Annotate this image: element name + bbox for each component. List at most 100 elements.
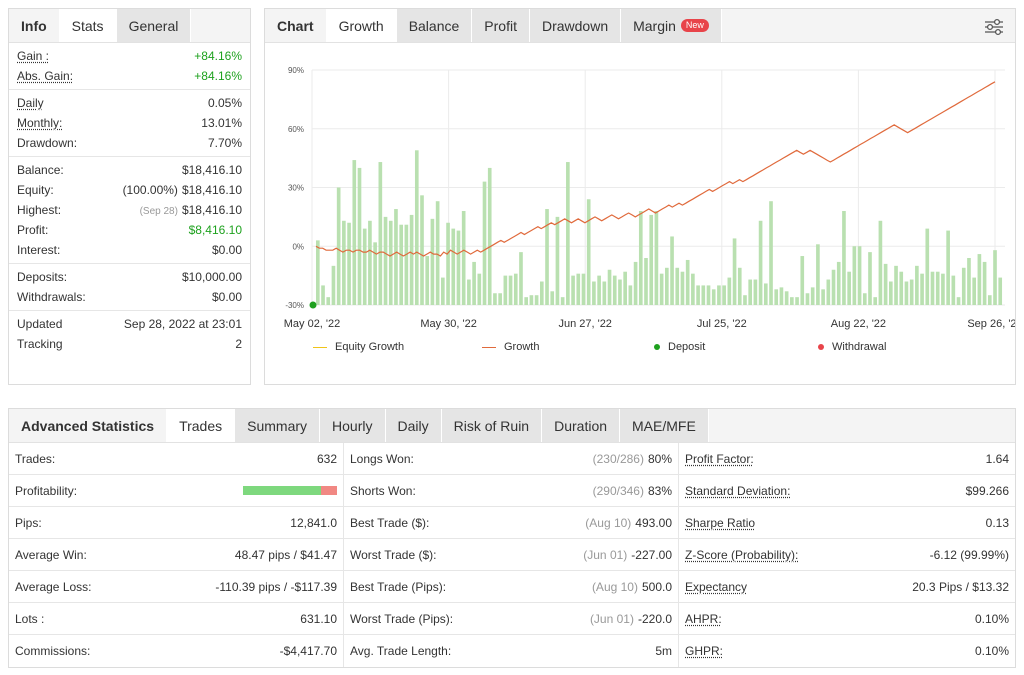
info-value-text: 7.70%	[207, 136, 242, 150]
info-row: Balance: $18,416.10	[9, 160, 250, 180]
stat-row: Profitability:	[9, 475, 343, 507]
stat-label: Average Win:	[15, 547, 87, 562]
growth-bar	[951, 275, 956, 305]
legend-deposit[interactable]: Deposit	[654, 341, 705, 353]
growth-bar	[967, 258, 971, 305]
stat-label[interactable]: Sharpe Ratio	[685, 515, 756, 530]
stat-value-text: 5m	[655, 644, 672, 658]
growth-bar	[534, 295, 539, 305]
stat-value-text: 0.10%	[974, 644, 1009, 658]
growth-bar	[508, 275, 513, 305]
legend-growth[interactable]: Growth	[482, 341, 539, 353]
growth-bar	[930, 271, 935, 305]
tab-balance[interactable]: Balance	[396, 9, 473, 42]
info-panel: Info Stats General Gain : +84.16% Abs. Gai…	[8, 8, 251, 385]
tab-trades[interactable]: Trades	[167, 409, 236, 442]
y-tick-label: 0%	[292, 242, 304, 251]
stat-label[interactable]: Z-Score (Probability):	[685, 547, 799, 562]
growth-bar	[425, 256, 430, 305]
tab-hourly[interactable]: Hourly	[320, 409, 386, 442]
growth-bar	[581, 273, 586, 305]
stat-row: Standard Deviation: $99.266	[679, 475, 1015, 507]
stat-value-text: 0.13	[985, 515, 1009, 530]
tab-stats[interactable]: Stats	[59, 9, 117, 42]
info-group: Updated Sep 28, 2022 at 23:01 Tracking 2	[9, 311, 250, 357]
growth-bar	[691, 273, 695, 305]
stat-value-text: 632	[316, 451, 337, 466]
tab-general[interactable]: General	[116, 9, 192, 42]
tab-margin[interactable]: Margin New	[621, 9, 722, 42]
tab-mae-mfe[interactable]: MAE/MFE	[620, 409, 709, 442]
stat-label[interactable]: AHPR:	[685, 611, 722, 626]
growth-bar	[816, 244, 820, 305]
sliders-icon[interactable]	[983, 17, 1005, 37]
tab-drawdown[interactable]: Drawdown	[529, 9, 622, 42]
info-label[interactable]: Gain :	[17, 49, 50, 63]
info-label[interactable]: Monthly:	[17, 116, 63, 130]
info-value-text: $18,416.10	[181, 183, 242, 197]
growth-bar	[602, 281, 607, 305]
legend-label: Equity Growth	[335, 341, 405, 353]
stat-value	[243, 484, 337, 498]
y-tick-label: 90%	[288, 66, 304, 75]
growth-bar	[451, 228, 456, 305]
growth-bar	[368, 220, 372, 305]
chart-tabs: Chart Growth Balance Profit Drawdown Mar…	[265, 9, 1015, 43]
growth-bar	[560, 297, 565, 305]
growth-bar	[555, 216, 560, 305]
stat-value: 1.64	[986, 452, 1009, 466]
growth-bar	[357, 167, 362, 305]
info-row: Tracking 2	[9, 334, 250, 354]
stat-value-prefix: (Aug 10)	[585, 515, 632, 530]
info-value: 0.05%	[208, 96, 242, 110]
tab-chart[interactable]: Chart	[265, 9, 327, 42]
growth-bar	[915, 265, 919, 305]
tab-profit[interactable]: Profit	[472, 9, 530, 42]
stat-value-text: 631.10	[300, 611, 337, 626]
stat-label[interactable]: Standard Deviation:	[685, 483, 791, 498]
growth-bar	[810, 287, 815, 305]
growth-bar	[737, 267, 742, 305]
tab-duration[interactable]: Duration	[542, 409, 621, 442]
growth-bar	[524, 297, 529, 305]
stat-row: Trades: 632	[9, 443, 343, 475]
growth-bar	[956, 297, 961, 305]
legend-withdrawal[interactable]: Withdrawal	[818, 341, 886, 353]
growth-bar	[493, 293, 497, 305]
deposit-dot	[654, 344, 660, 350]
stat-label: Longs Won:	[350, 451, 414, 466]
growth-bar	[732, 238, 737, 305]
stat-label[interactable]: Profit Factor:	[685, 451, 754, 466]
tab-daily[interactable]: Daily	[385, 409, 442, 442]
info-value-text: $0.00	[211, 243, 242, 257]
info-value-text: $10,000.00	[181, 270, 242, 284]
tab-risk-of-ruin[interactable]: Risk of Ruin	[441, 409, 543, 442]
legend-equity-growth[interactable]: Equity Growth	[313, 341, 404, 353]
tab-summary[interactable]: Summary	[235, 409, 321, 442]
tab-growth[interactable]: Growth	[326, 9, 397, 42]
tab-info[interactable]: Info	[9, 9, 60, 42]
growth-bar	[461, 211, 466, 305]
tab-advanced-statistics[interactable]: Advanced Statistics	[9, 409, 168, 442]
info-value-text: $18,416.10	[181, 203, 242, 217]
info-label[interactable]: Daily	[17, 96, 44, 110]
stat-label[interactable]: Expectancy	[685, 579, 748, 594]
x-tick-label: May 02, '22	[284, 318, 341, 330]
info-value: 13.01%	[201, 116, 242, 130]
info-value: $10,000.00	[182, 270, 242, 284]
info-label: Deposits:	[17, 270, 68, 284]
growth-bar	[477, 273, 482, 305]
growth-bar	[399, 224, 403, 305]
stat-label[interactable]: GHPR:	[685, 644, 724, 658]
info-row: Withdrawals: $0.00	[9, 287, 250, 307]
stat-value: 0.10%	[975, 644, 1009, 658]
stat-value-text: -227.00	[631, 547, 672, 562]
stat-label: Worst Trade ($):	[350, 547, 437, 562]
growth-bar	[862, 293, 867, 305]
info-label[interactable]: Abs. Gain:	[17, 69, 74, 83]
stat-value: 0.10%	[975, 612, 1009, 626]
y-tick-label: 60%	[288, 125, 304, 134]
stat-value-text: $99.266	[965, 483, 1009, 498]
growth-chart[interactable]: 90% 60% 30% 0% -30% May 02, '22 May 30, '22 Jun…	[265, 43, 1015, 383]
growth-bar	[941, 273, 945, 305]
